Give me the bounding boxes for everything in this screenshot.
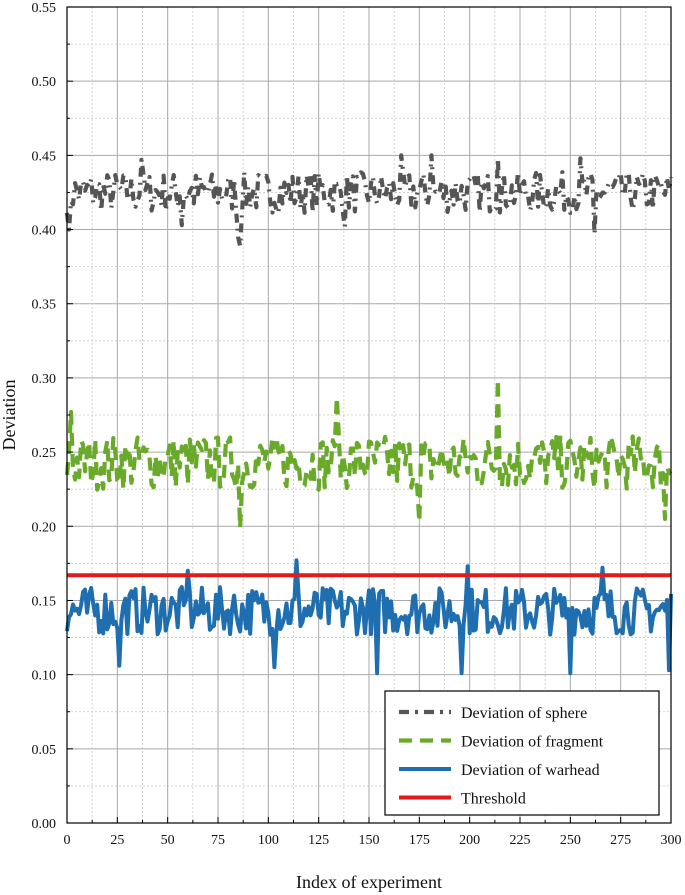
legend-label: Threshold	[461, 791, 526, 808]
x-tick-label: 75	[211, 833, 225, 848]
y-tick-label: 0.35	[32, 298, 57, 313]
y-axis-title: Deviation	[0, 380, 19, 451]
x-tick-label: 0	[64, 833, 71, 848]
x-tick-label: 250	[560, 833, 581, 848]
x-tick-label: 225	[510, 833, 531, 848]
x-axis-title: Index of experiment	[296, 872, 442, 892]
y-tick-label: 0.25	[32, 446, 57, 461]
y-tick-label: 0.15	[32, 594, 57, 609]
y-tick-label: 0.05	[32, 743, 57, 758]
x-tick-label: 100	[258, 833, 279, 848]
legend-label: Deviation of fragment	[461, 734, 604, 751]
y-tick-label: 0.10	[32, 669, 57, 684]
x-tick-label: 175	[409, 833, 430, 848]
x-tick-label: 275	[610, 833, 631, 848]
y-tick-label: 0.45	[32, 149, 57, 164]
axis-ticks: 0.00 0.05 0.10 0.15 0.20 0.25 0.30 0.35 0.40 0.45…	[32, 1, 682, 848]
series-layer	[64, 153, 674, 676]
x-tick-label: 125	[308, 833, 329, 848]
legend-label: Deviation of sphere	[461, 705, 587, 722]
series-line-3	[65, 558, 673, 676]
y-tick-label: 0.40	[32, 224, 57, 239]
series-line-2	[64, 377, 673, 530]
y-tick-label: 0.50	[32, 75, 57, 90]
y-tick-label: 0.00	[32, 817, 57, 832]
series-line-1	[64, 153, 674, 248]
x-tick-label: 150	[359, 833, 380, 848]
legend: Deviation of sphere Deviation of fragment…	[384, 690, 660, 816]
x-tick-label: 300	[661, 833, 682, 848]
grid	[67, 7, 671, 823]
y-tick-label: 0.55	[32, 1, 57, 16]
y-tick-label: 0.20	[32, 520, 57, 535]
x-tick-label: 200	[459, 833, 480, 848]
x-tick-label: 25	[110, 833, 124, 848]
legend-label: Deviation of warhead	[461, 762, 600, 779]
y-tick-label: 0.30	[32, 372, 57, 387]
x-tick-label: 50	[161, 833, 175, 848]
